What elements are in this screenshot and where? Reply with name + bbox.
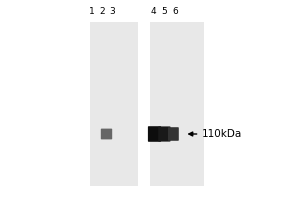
Text: 2: 2 — [99, 7, 105, 17]
Text: 5: 5 — [161, 7, 167, 17]
Text: 4: 4 — [150, 7, 156, 17]
FancyBboxPatch shape — [158, 126, 171, 142]
Bar — [90, 22, 138, 186]
Bar — [150, 22, 204, 186]
Text: 110kDa: 110kDa — [202, 129, 242, 139]
Text: 6: 6 — [172, 7, 178, 17]
FancyBboxPatch shape — [168, 127, 179, 141]
FancyBboxPatch shape — [148, 126, 161, 142]
Text: 3: 3 — [110, 7, 116, 17]
FancyBboxPatch shape — [101, 129, 112, 139]
Text: 1: 1 — [88, 7, 94, 17]
